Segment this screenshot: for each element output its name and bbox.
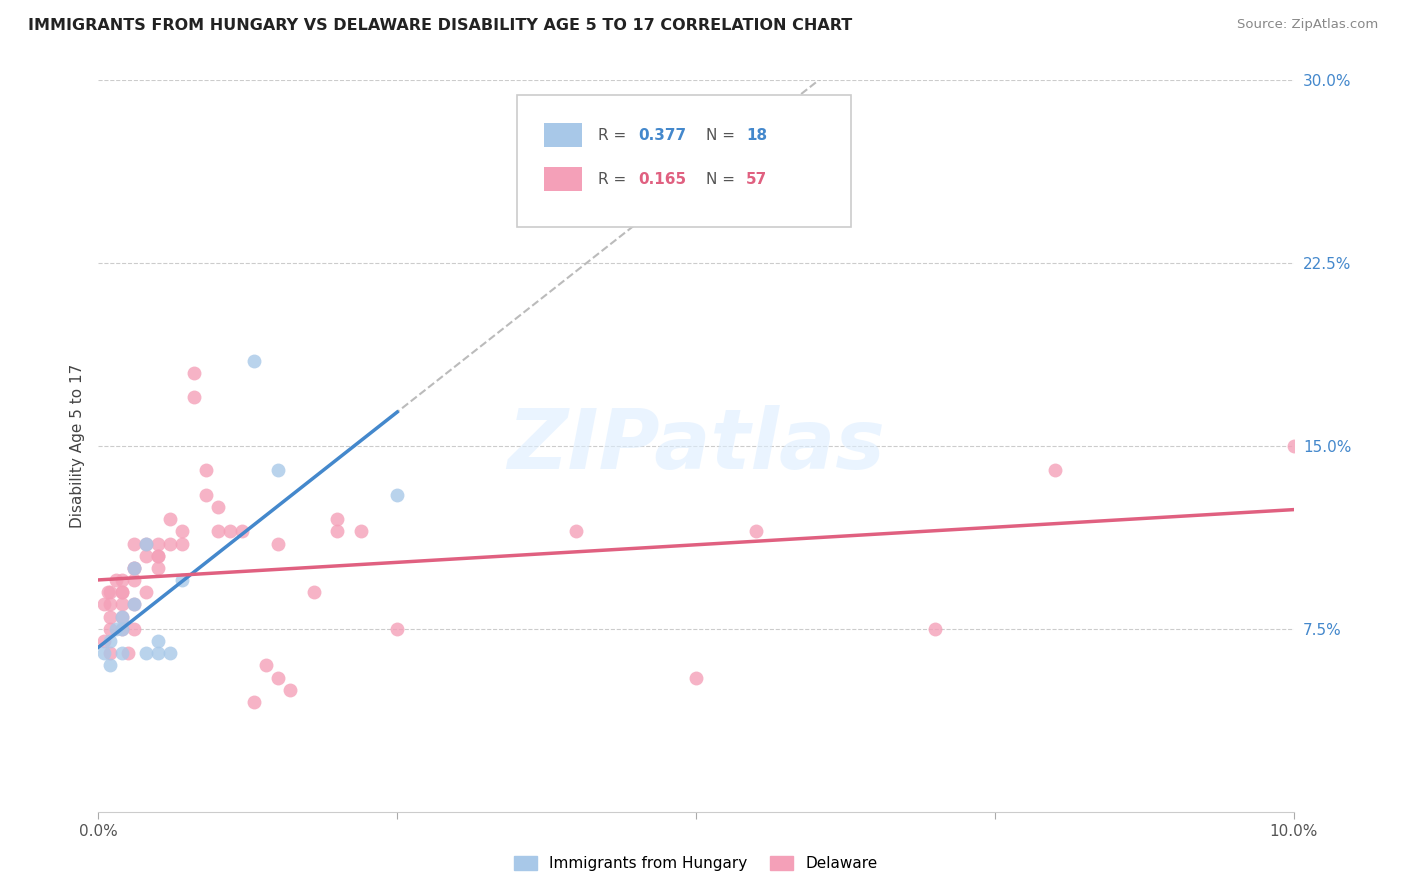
Point (98, 658, 122, 673)
Point (183, 390, 205, 404)
Point (243, 695, 266, 709)
Point (148, 634, 170, 648)
Point (124, 561, 146, 575)
Point (124, 622, 146, 636)
Point (98, 609, 122, 624)
Point (98, 646, 122, 660)
Text: R =: R = (598, 171, 631, 186)
Point (148, 646, 170, 660)
Point (326, 524, 349, 539)
Point (93, 598, 115, 612)
Text: IMMIGRANTS FROM HUNGARY VS DELAWARE DISABILITY AGE 5 TO 17 CORRELATION CHART: IMMIGRANTS FROM HUNGARY VS DELAWARE DISA… (28, 18, 852, 33)
Point (194, 488, 218, 502)
Point (219, 524, 242, 539)
Text: 0.377: 0.377 (638, 128, 686, 143)
Point (98, 598, 122, 612)
Point (93, 634, 115, 648)
Point (385, 622, 409, 636)
Point (98, 634, 122, 648)
Point (1282, 439, 1305, 453)
Point (1043, 463, 1066, 477)
Point (243, 353, 266, 368)
Point (267, 536, 290, 550)
Point (135, 536, 157, 550)
Point (111, 585, 134, 599)
Point (326, 512, 349, 526)
Point (117, 646, 139, 660)
Point (924, 622, 946, 636)
Point (745, 524, 768, 539)
Point (172, 536, 194, 550)
Point (267, 671, 290, 685)
Point (98, 585, 122, 599)
Point (350, 524, 373, 539)
Point (159, 536, 181, 550)
Point (124, 598, 146, 612)
Text: 0.165: 0.165 (638, 171, 686, 186)
Point (565, 524, 588, 539)
Text: N =: N = (706, 171, 740, 186)
Point (159, 512, 181, 526)
Point (105, 573, 128, 587)
Point (124, 598, 146, 612)
Point (93, 646, 115, 660)
FancyBboxPatch shape (544, 123, 582, 147)
Point (148, 561, 170, 575)
Point (111, 609, 134, 624)
Point (207, 524, 229, 539)
Point (124, 536, 146, 550)
Point (124, 561, 146, 575)
Point (98, 622, 122, 636)
Legend: Immigrants from Hungary, Delaware: Immigrants from Hungary, Delaware (508, 850, 884, 877)
Point (124, 561, 146, 575)
Point (97, 585, 120, 599)
Text: N =: N = (706, 128, 740, 143)
Point (111, 609, 134, 624)
Point (172, 524, 194, 539)
Point (148, 549, 170, 563)
Text: Source: ZipAtlas.com: Source: ZipAtlas.com (1237, 18, 1378, 31)
FancyBboxPatch shape (517, 95, 851, 227)
Point (194, 463, 218, 477)
Point (124, 573, 146, 587)
Point (172, 573, 194, 587)
Point (148, 536, 170, 550)
Point (254, 658, 277, 673)
Point (135, 585, 157, 599)
Point (111, 573, 134, 587)
Point (207, 500, 229, 514)
Point (302, 585, 325, 599)
Point (135, 536, 157, 550)
Point (278, 682, 301, 697)
Point (231, 524, 253, 539)
Point (267, 463, 290, 477)
Y-axis label: Disability Age 5 to 17: Disability Age 5 to 17 (69, 364, 84, 528)
Point (111, 598, 134, 612)
Point (148, 549, 170, 563)
Point (385, 488, 409, 502)
Point (111, 585, 134, 599)
Point (135, 549, 157, 563)
Point (105, 622, 128, 636)
Text: R =: R = (598, 128, 631, 143)
Text: ZIPatlas: ZIPatlas (508, 406, 884, 486)
Point (111, 622, 134, 636)
Point (111, 622, 134, 636)
Point (111, 646, 134, 660)
Point (685, 671, 707, 685)
Text: 57: 57 (747, 171, 768, 186)
Point (183, 366, 205, 380)
Point (135, 646, 157, 660)
Text: 18: 18 (747, 128, 768, 143)
Point (159, 646, 181, 660)
FancyBboxPatch shape (544, 168, 582, 191)
